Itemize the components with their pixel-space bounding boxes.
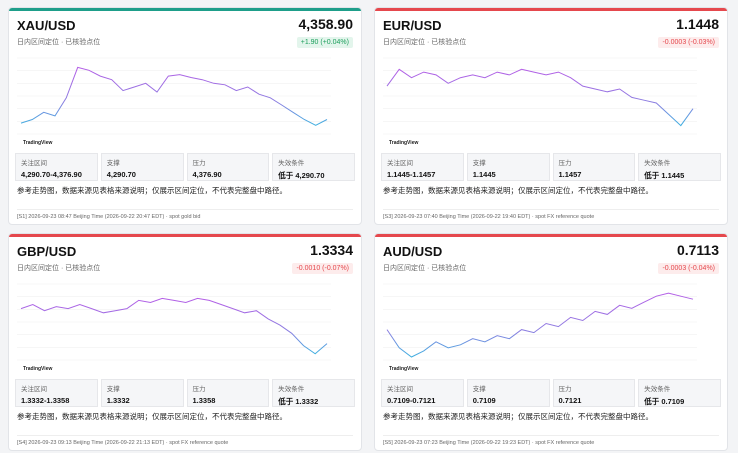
- stat-value: 4,376.90: [192, 170, 222, 179]
- stat-value: 4,290.70-4,376.90: [21, 170, 82, 179]
- watermark: TradingView: [389, 366, 418, 372]
- stat-value: 1.1445: [472, 170, 496, 179]
- stat-value: 低于 0.7109: [644, 397, 685, 406]
- quote-card: XAU/USD 4,358.90 日内区间定位 · 已核验点位 +1.90 (+0.0…: [8, 7, 362, 225]
- price-chart: TradingView: [383, 57, 697, 146]
- accent-bar: [375, 8, 727, 11]
- stat-value: 1.3358: [192, 396, 216, 405]
- stat-label: 压力: [192, 386, 206, 393]
- price-line: [20, 66, 328, 126]
- source: [S4] 2026-09-23 09:13 Beijing Time (2026…: [17, 435, 353, 446]
- stat-box: 支撑 4,290.70: [100, 153, 184, 181]
- stat-label: 失效条件: [644, 386, 671, 393]
- stat-label: 压力: [192, 160, 206, 167]
- stat-label: 支撑: [472, 160, 486, 167]
- stat-box: 压力 1.1457: [552, 153, 636, 181]
- stat-value: 1.1445-1.1457: [387, 170, 436, 179]
- stat-value: 0.7109-0.7121: [387, 396, 436, 405]
- quote-card: AUD/USD 0.7113 日内区间定位 · 已核验点位 -0.0003 (-0.0…: [374, 233, 728, 451]
- change-badge: +1.90 (+0.04%): [296, 37, 353, 48]
- watermark: TradingView: [23, 140, 52, 146]
- quote-card: GBP/USD 1.3334 日内区间定位 · 已核验点位 -0.0010 (-0.0…: [8, 233, 362, 451]
- accent-bar: [375, 234, 727, 237]
- stat-box: 压力 1.3358: [186, 379, 270, 407]
- stat-value: 1.3332-1.3358: [21, 396, 70, 405]
- stat-label: 支撑: [472, 386, 486, 393]
- subtitle: 日内区间定位 · 已核验点位: [17, 39, 101, 46]
- source: [S5] 2026-09-23 07:23 Beijing Time (2026…: [383, 435, 719, 446]
- subtitle: 日内区间定位 · 已核验点位: [383, 265, 467, 272]
- stats-row: 关注区间 0.7109-0.7121 支撑 0.7109 压力 0.7121 失效条件低于 …: [381, 379, 721, 407]
- stat-value: 0.7121: [558, 396, 582, 405]
- stat-value: 1.3332: [106, 396, 130, 405]
- stat-box: 支撑 1.3332: [100, 379, 184, 407]
- price-line: [386, 68, 694, 127]
- stat-box: 关注区间 4,290.70-4,376.90: [15, 153, 98, 181]
- accent-bar: [9, 8, 361, 11]
- watermark: TradingView: [23, 366, 52, 372]
- change-badge: -0.0003 (-0.03%): [658, 37, 719, 48]
- price: 1.3334: [310, 242, 353, 258]
- stat-value: 低于 4,290.70: [278, 171, 325, 180]
- subtitle: 日内区间定位 · 已核验点位: [383, 39, 467, 46]
- stat-box: 失效条件低于 1.1445: [638, 153, 721, 181]
- note: 参考走势图，数据来源见表格来源说明；仅展示区间定位，不代表完整盘中路径。: [383, 186, 653, 195]
- stat-label: 失效条件: [278, 160, 305, 167]
- symbol: AUD/USD: [383, 244, 443, 259]
- stat-box: 关注区间 1.1445-1.1457: [381, 153, 464, 181]
- quote-card: EUR/USD 1.1448 日内区间定位 · 已核验点位 -0.0003 (-0.0…: [374, 7, 728, 225]
- source: [S1] 2026-09-23 08:47 Beijing Time (2026…: [17, 209, 353, 220]
- price-line: [20, 297, 328, 355]
- stat-box: 关注区间 0.7109-0.7121: [381, 379, 464, 407]
- note: 参考走势图，数据来源见表格来源说明；仅展示区间定位，不代表完整盘中路径。: [383, 412, 653, 421]
- price-chart: TradingView: [17, 283, 331, 372]
- stat-label: 支撑: [106, 160, 120, 167]
- price: 0.7113: [676, 242, 719, 258]
- stat-label: 失效条件: [278, 386, 305, 393]
- stat-box: 失效条件低于 4,290.70: [272, 153, 355, 181]
- stat-value: 0.7109: [472, 396, 496, 405]
- change-badge: -0.0010 (-0.07%): [292, 263, 353, 274]
- price-chart: TradingView: [383, 283, 697, 372]
- note: 参考走势图，数据来源见表格来源说明；仅展示区间定位，不代表完整盘中路径。: [17, 412, 287, 421]
- stat-label: 支撑: [106, 386, 120, 393]
- symbol: XAU/USD: [17, 18, 76, 33]
- stat-label: 关注区间: [387, 386, 413, 393]
- stat-box: 失效条件低于 0.7109: [638, 379, 721, 407]
- stats-row: 关注区间 1.3332-1.3358 支撑 1.3332 压力 1.3358 失效条件低于 …: [15, 379, 355, 407]
- stat-label: 关注区间: [387, 160, 413, 167]
- watermark: TradingView: [389, 140, 418, 146]
- stat-value: 1.1457: [558, 170, 582, 179]
- accent-bar: [9, 234, 361, 237]
- stat-value: 低于 1.1445: [644, 171, 685, 180]
- stats-row: 关注区间 4,290.70-4,376.90 支撑 4,290.70 压力 4,376.9…: [15, 153, 355, 181]
- stat-box: 支撑 1.1445: [466, 153, 550, 181]
- price-line: [386, 292, 694, 358]
- stat-label: 失效条件: [644, 160, 671, 167]
- stat-box: 压力 0.7121: [552, 379, 636, 407]
- stat-label: 关注区间: [21, 160, 47, 167]
- price: 4,358.90: [298, 16, 354, 32]
- price: 1.1448: [676, 16, 719, 32]
- stat-box: 关注区间 1.3332-1.3358: [15, 379, 98, 407]
- stat-label: 关注区间: [21, 386, 47, 393]
- stat-box: 失效条件低于 1.3332: [272, 379, 355, 407]
- change-badge: -0.0003 (-0.04%): [658, 263, 719, 274]
- symbol: GBP/USD: [17, 244, 77, 259]
- price-chart: TradingView: [17, 57, 331, 146]
- note: 参考走势图，数据来源见表格来源说明；仅展示区间定位，不代表完整盘中路径。: [17, 186, 287, 195]
- symbol: EUR/USD: [383, 18, 442, 33]
- stat-value: 低于 1.3332: [278, 397, 319, 406]
- stat-box: 压力 4,376.90: [186, 153, 270, 181]
- stat-value: 4,290.70: [106, 170, 136, 179]
- stats-row: 关注区间 1.1445-1.1457 支撑 1.1445 压力 1.1457 失效条件低于 …: [381, 153, 721, 181]
- subtitle: 日内区间定位 · 已核验点位: [17, 265, 101, 272]
- stat-label: 压力: [558, 160, 572, 167]
- stat-label: 压力: [558, 386, 572, 393]
- stat-box: 支撑 0.7109: [466, 379, 550, 407]
- source: [S3] 2026-09-23 07:40 Beijing Time (2026…: [383, 209, 719, 220]
